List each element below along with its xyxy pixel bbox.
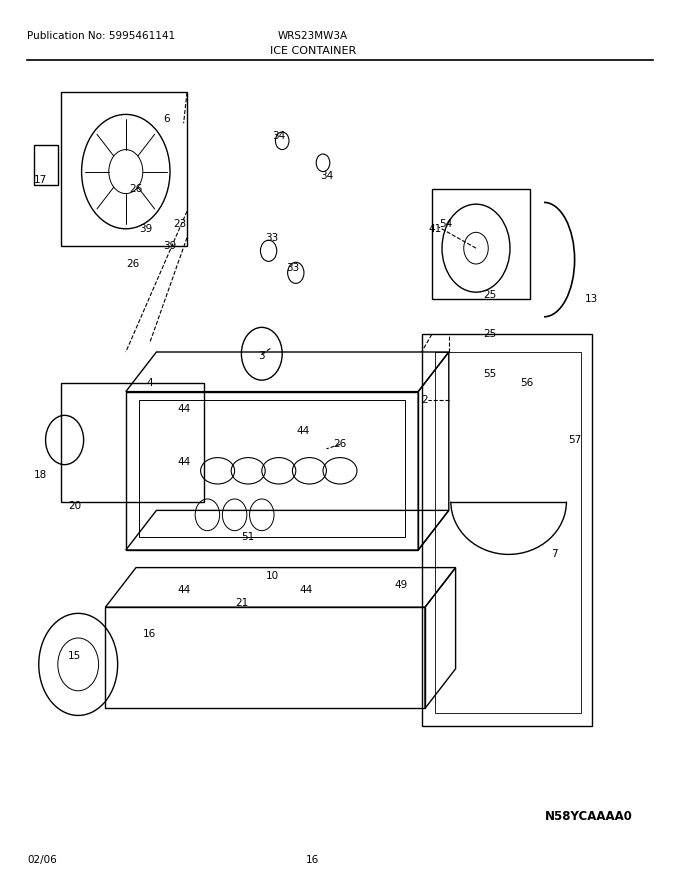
Text: 17: 17	[34, 175, 48, 186]
Text: ICE CONTAINER: ICE CONTAINER	[270, 46, 356, 55]
Text: 16: 16	[143, 628, 156, 639]
Bar	[34, 145, 58, 185]
Text: 44: 44	[296, 426, 309, 436]
Text: 25: 25	[483, 329, 496, 340]
Text: 7: 7	[551, 549, 558, 560]
Text: 3: 3	[258, 351, 265, 362]
Text: 33: 33	[286, 263, 299, 274]
Text: 16: 16	[306, 855, 320, 865]
Text: 20: 20	[68, 501, 82, 511]
Text: 18: 18	[34, 470, 48, 480]
Text: 56: 56	[520, 378, 534, 388]
Text: Publication No: 5995461141: Publication No: 5995461141	[27, 31, 175, 40]
Text: 34: 34	[272, 131, 286, 142]
Text: 39: 39	[163, 241, 177, 252]
Text: 57: 57	[568, 435, 581, 445]
Text: 44: 44	[177, 404, 190, 414]
Text: WRS23MW3A: WRS23MW3A	[277, 31, 348, 40]
Text: 44: 44	[177, 584, 190, 595]
Text: 41: 41	[428, 224, 442, 234]
Text: 33: 33	[265, 232, 279, 243]
Text: 26: 26	[333, 439, 347, 450]
Text: 2: 2	[422, 395, 428, 406]
Text: N58YCAAAA0: N58YCAAAA0	[545, 810, 632, 823]
Text: 44: 44	[299, 584, 313, 595]
Text: 10: 10	[265, 571, 279, 582]
Text: 49: 49	[394, 580, 408, 590]
Text: 13: 13	[585, 294, 598, 304]
Text: 15: 15	[68, 650, 82, 661]
Text: 39: 39	[139, 224, 153, 234]
Text: 54: 54	[439, 219, 452, 230]
Text: 6: 6	[163, 114, 170, 124]
Text: 34: 34	[320, 171, 333, 181]
Text: 55: 55	[483, 369, 496, 379]
Text: 23: 23	[173, 219, 187, 230]
Text: 4: 4	[146, 378, 153, 388]
Text: 51: 51	[241, 532, 255, 542]
Text: 44: 44	[177, 457, 190, 467]
Text: 02/06: 02/06	[27, 855, 57, 865]
Text: 21: 21	[235, 598, 248, 608]
Text: 26: 26	[129, 184, 143, 194]
Text: 26: 26	[126, 259, 139, 269]
Text: 25: 25	[483, 290, 496, 300]
